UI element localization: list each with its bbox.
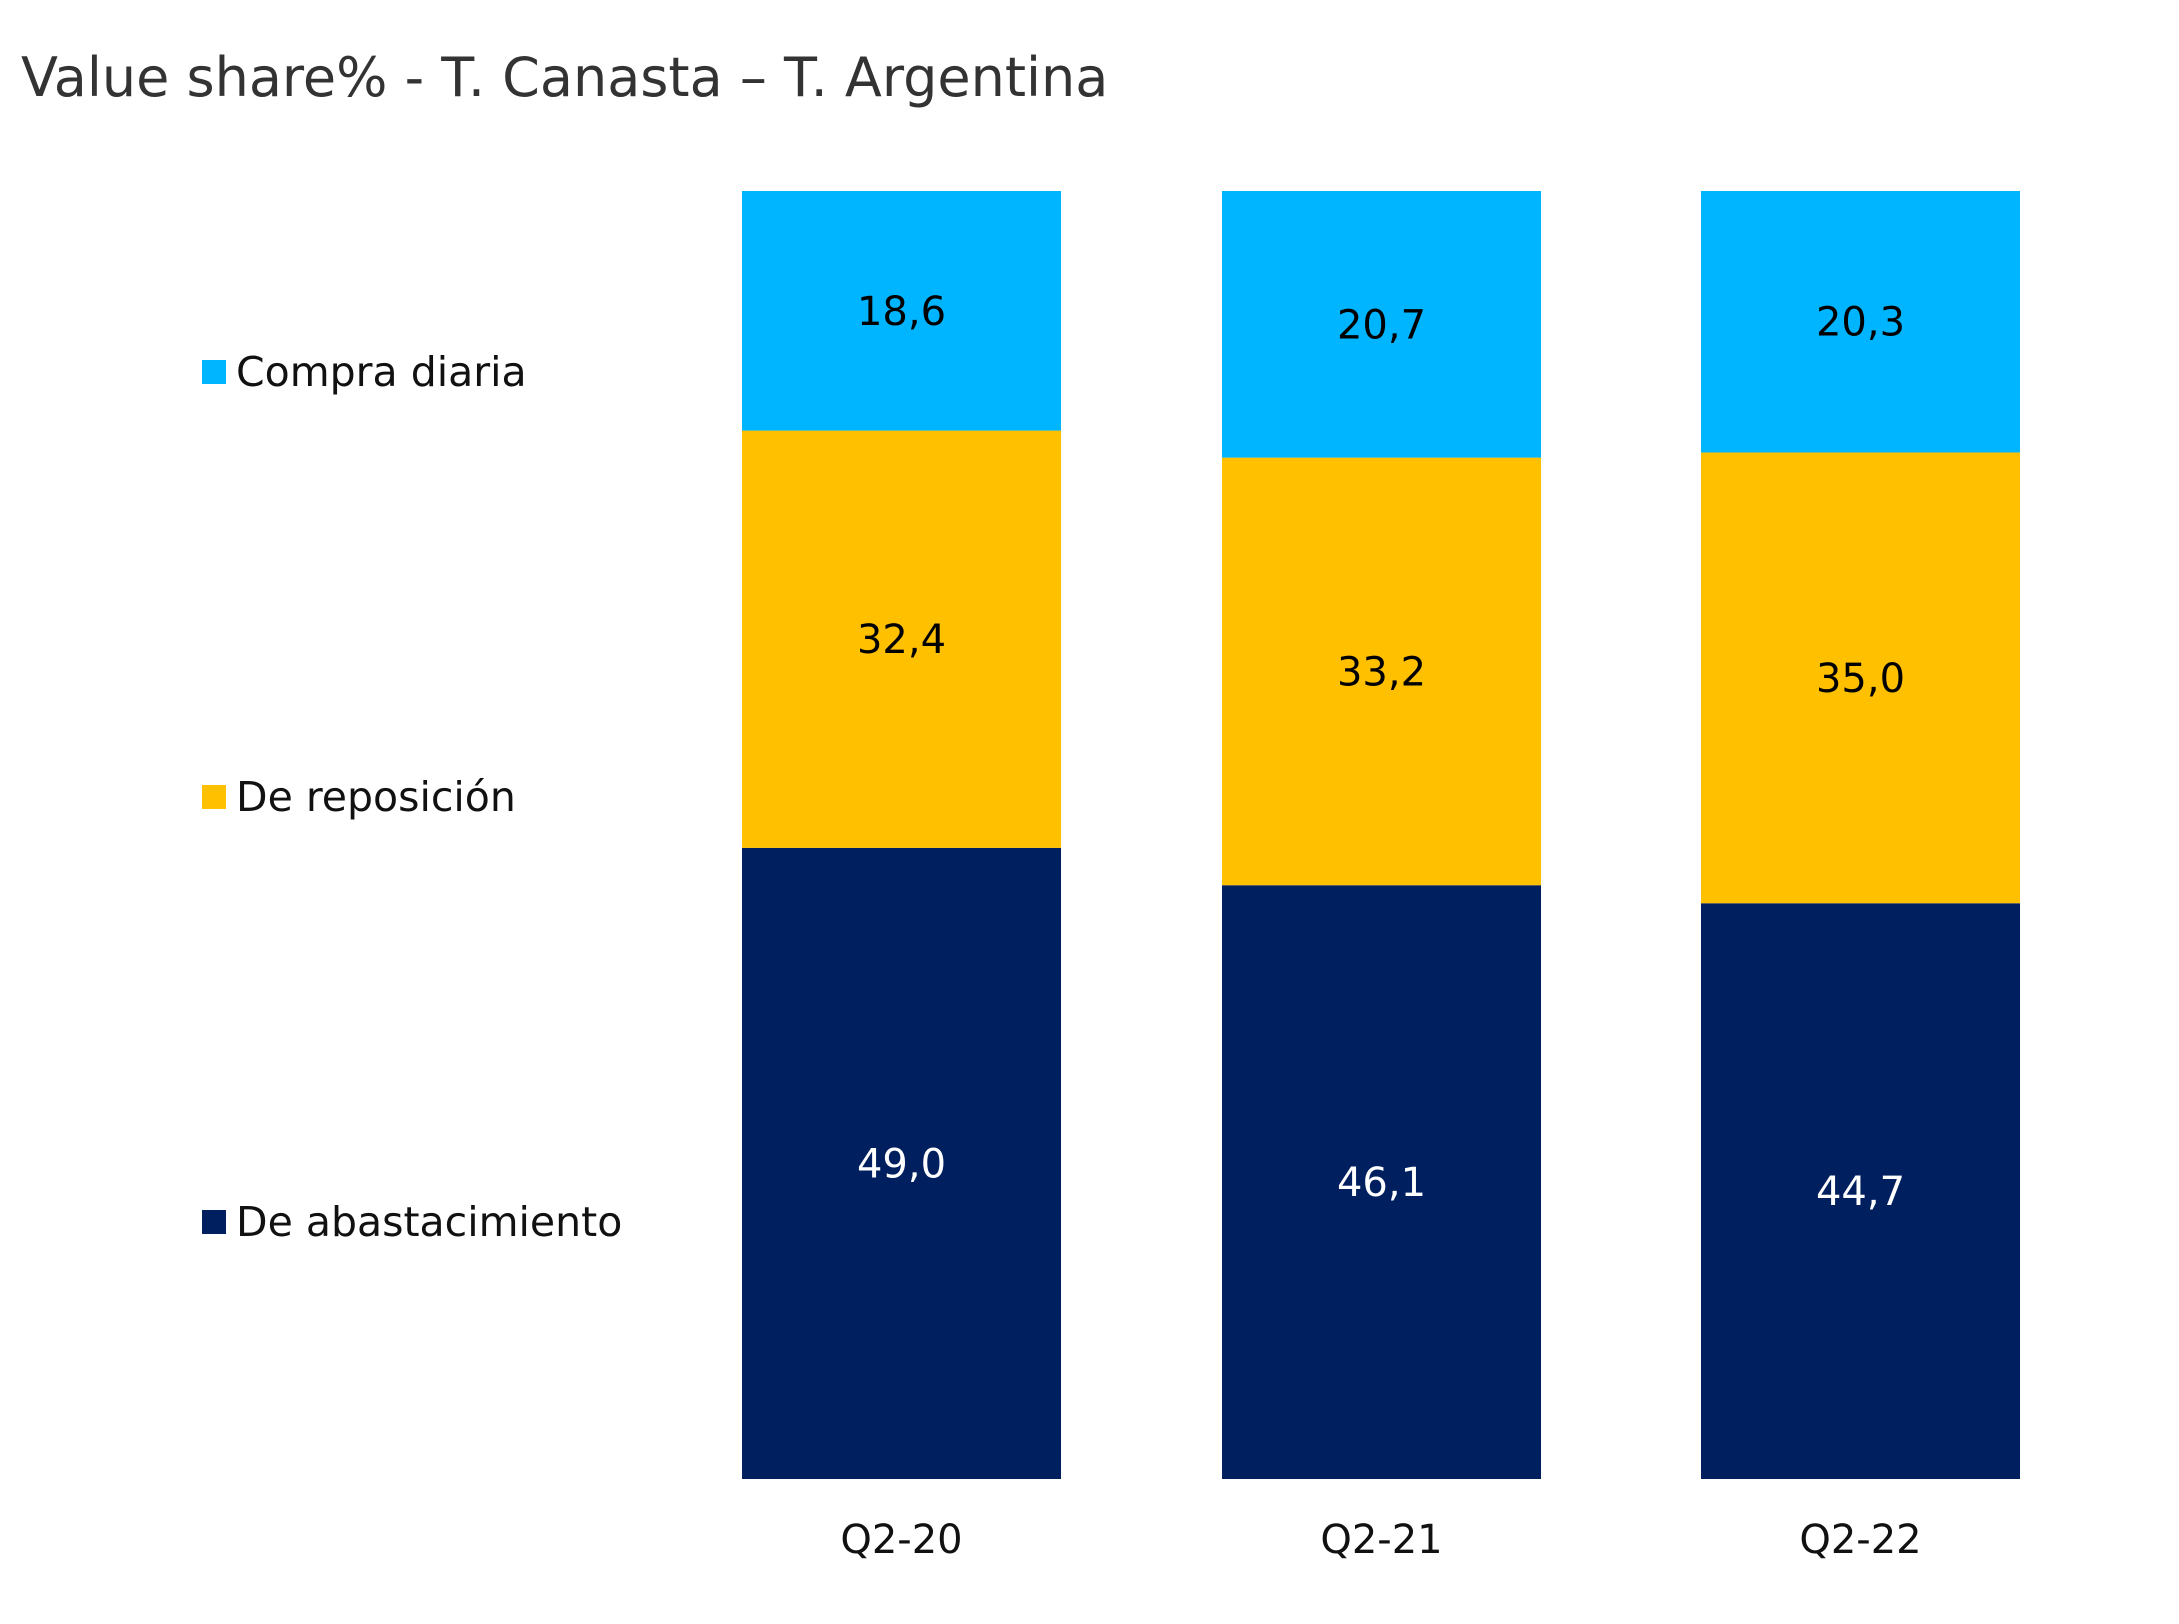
legend-item-de-abastacimiento: De abastacimiento <box>202 1198 622 1246</box>
data-label: 20,3 <box>1816 300 1905 346</box>
legend-item-compra-diaria: Compra diaria <box>202 348 527 396</box>
legend-label: De abastacimiento <box>236 1198 623 1246</box>
bar-segment <box>1701 191 2020 453</box>
legend-item-de-reposicion: De reposición <box>202 773 516 821</box>
bar-segment <box>742 430 1061 848</box>
bar-segment <box>742 847 1061 1479</box>
data-label: 35,0 <box>1816 656 1905 702</box>
bar-segment <box>1222 191 1541 458</box>
data-label: 20,7 <box>1337 302 1426 348</box>
legend-label: De reposición <box>236 773 516 821</box>
data-label: 32,4 <box>857 617 946 663</box>
legend-swatch <box>202 1210 226 1234</box>
data-label: 18,6 <box>857 289 946 335</box>
data-label: 44,7 <box>1816 1169 1905 1215</box>
bar-segment <box>1222 885 1541 1479</box>
x-tick-label: Q2-21 <box>1320 1517 1442 1563</box>
bar-segment <box>1701 452 2020 904</box>
bar-segment <box>1701 903 2020 1479</box>
bar-segment <box>742 191 1061 431</box>
chart-title: Value share% - T. Canasta – T. Argentina <box>21 46 1109 109</box>
data-label: 46,1 <box>1337 1160 1426 1206</box>
bar-segment <box>1222 457 1541 886</box>
data-label: 49,0 <box>857 1141 946 1187</box>
data-label: 33,2 <box>1337 649 1426 695</box>
x-tick-label: Q2-22 <box>1799 1517 1921 1563</box>
legend-swatch <box>202 785 226 809</box>
x-tick-label: Q2-20 <box>840 1517 962 1563</box>
legend-swatch <box>202 360 226 384</box>
legend-label: Compra diaria <box>236 348 527 396</box>
